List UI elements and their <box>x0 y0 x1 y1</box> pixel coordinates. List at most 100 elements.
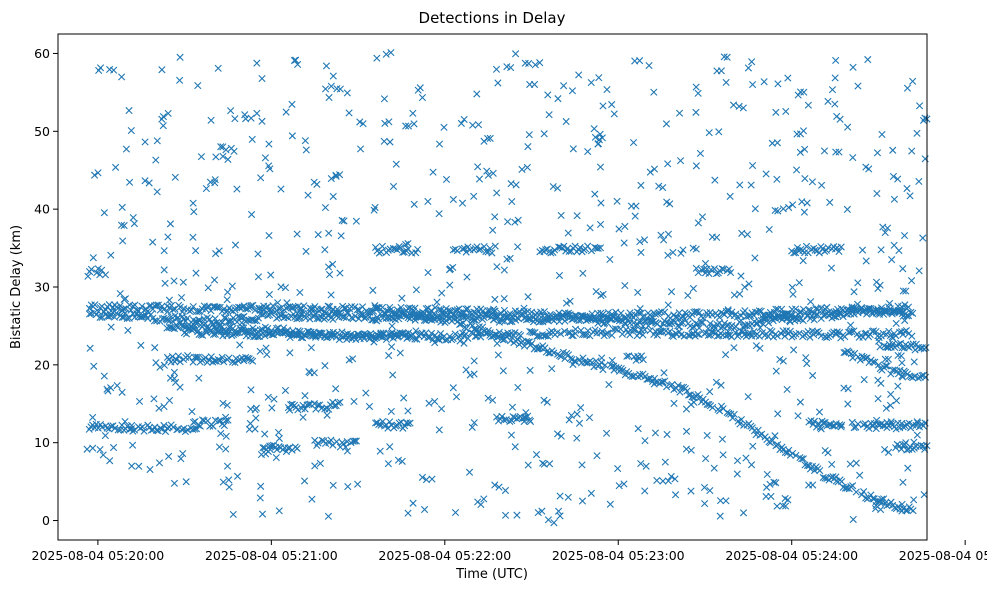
data-point-x-marker <box>345 109 353 117</box>
data-point-x-marker <box>410 200 418 208</box>
data-point-x-marker <box>384 460 392 468</box>
data-point-x-marker <box>679 246 687 254</box>
data-point-x-marker <box>883 362 891 370</box>
data-point-x-marker <box>356 145 365 153</box>
data-point-x-marker <box>543 398 551 406</box>
data-point-x-marker <box>569 315 577 323</box>
data-point-x-marker <box>146 465 154 474</box>
data-point-x-marker <box>881 445 889 454</box>
data-point-x-marker <box>153 188 161 196</box>
data-point-x-marker <box>899 287 907 295</box>
data-point-x-marker <box>875 361 883 369</box>
data-point-x-marker <box>410 120 418 128</box>
data-point-x-marker <box>165 396 174 405</box>
data-point-x-marker <box>636 238 644 246</box>
data-point-x-marker <box>406 419 414 427</box>
data-point-x-marker <box>231 241 240 249</box>
data-point-x-marker <box>560 82 568 90</box>
data-point-x-marker <box>507 63 515 72</box>
data-point-x-marker <box>195 307 203 316</box>
data-point-x-marker <box>297 304 305 312</box>
data-point-x-marker <box>881 228 889 237</box>
data-point-x-marker <box>216 303 224 311</box>
data-point-x-marker <box>850 288 858 296</box>
data-point-x-marker <box>532 451 541 459</box>
data-point-x-marker <box>671 475 679 483</box>
data-point-x-marker <box>155 404 163 412</box>
data-point-x-marker <box>773 139 782 147</box>
data-point-x-marker <box>802 354 810 362</box>
data-point-x-marker <box>564 329 572 337</box>
data-point-x-marker <box>639 313 647 321</box>
data-point-x-marker <box>579 269 587 277</box>
data-point-x-marker <box>794 91 802 99</box>
data-point-x-marker <box>921 373 930 381</box>
data-point-x-marker <box>442 175 451 184</box>
data-point-x-marker <box>914 374 922 382</box>
data-point-x-marker <box>587 489 595 497</box>
data-point-x-marker <box>637 352 646 360</box>
data-point-x-marker <box>473 243 481 251</box>
data-point-x-marker <box>911 372 919 380</box>
data-point-x-marker <box>915 267 923 275</box>
data-point-x-marker <box>362 389 370 397</box>
data-point-x-marker <box>160 361 168 369</box>
data-point-x-marker <box>192 425 201 433</box>
data-point-x-marker <box>385 118 393 126</box>
data-point-x-marker <box>124 326 132 334</box>
data-point-x-marker <box>306 330 315 339</box>
data-point-x-marker <box>525 131 533 139</box>
data-point-x-marker <box>107 422 115 430</box>
data-point-x-marker <box>380 95 389 103</box>
data-point-x-marker <box>907 277 916 285</box>
data-point-x-marker <box>313 180 321 188</box>
data-point-x-marker <box>387 407 395 416</box>
data-point-x-marker <box>254 333 262 341</box>
x-tick-label: 2025-08-04 05:25:00 <box>899 548 987 563</box>
data-point-x-marker <box>95 66 103 75</box>
data-point-x-marker <box>878 130 886 139</box>
data-point-x-marker <box>821 418 829 427</box>
data-point-x-marker <box>333 85 341 93</box>
data-point-x-marker <box>877 505 885 514</box>
data-point-x-marker <box>898 359 906 367</box>
data-point-x-marker <box>446 332 454 340</box>
data-point-x-marker <box>275 304 283 313</box>
data-point-x-marker <box>733 457 742 465</box>
data-point-x-marker <box>897 352 905 360</box>
data-point-x-marker <box>670 399 678 407</box>
data-point-x-marker <box>321 246 329 254</box>
data-point-x-marker <box>449 195 457 204</box>
data-point-x-marker <box>907 308 915 316</box>
data-point-x-marker <box>884 448 893 456</box>
data-point-x-marker <box>409 330 417 339</box>
data-point-x-marker <box>184 325 192 333</box>
data-point-x-marker <box>823 303 831 311</box>
y-tick-label: 0 <box>42 513 50 528</box>
data-point-x-marker <box>442 313 451 321</box>
data-point-x-marker <box>597 199 605 207</box>
data-point-x-marker <box>297 333 305 342</box>
data-point-x-marker <box>399 248 407 256</box>
data-point-x-marker <box>844 400 852 408</box>
data-point-x-marker <box>641 437 649 445</box>
data-point-x-marker <box>792 249 800 257</box>
data-point-x-marker <box>919 234 927 242</box>
data-point-x-marker <box>784 74 792 82</box>
data-point-x-marker <box>662 383 671 391</box>
data-point-x-marker <box>847 483 855 491</box>
data-point-x-marker <box>676 157 685 165</box>
data-point-x-marker <box>273 446 281 454</box>
data-point-x-marker <box>236 341 244 349</box>
data-point-x-marker <box>339 440 348 448</box>
data-point-x-marker <box>796 398 805 406</box>
data-point-x-marker <box>169 423 177 431</box>
chart-title: Detections in Delay <box>419 9 566 27</box>
x-tick-label: 2025-08-04 05:24:00 <box>725 548 858 563</box>
data-point-x-marker <box>669 332 677 340</box>
data-point-x-marker <box>325 270 334 279</box>
data-point-x-marker <box>876 343 884 351</box>
data-point-x-marker <box>885 327 893 335</box>
data-point-x-marker <box>603 319 612 327</box>
data-point-x-marker <box>902 287 910 295</box>
